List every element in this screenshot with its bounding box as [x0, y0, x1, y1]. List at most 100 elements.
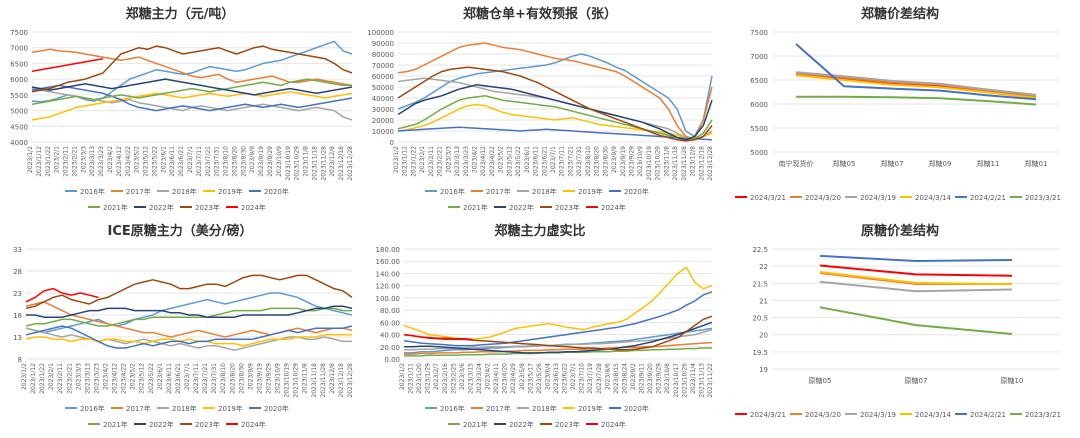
y-tick-label: 7500	[10, 29, 28, 37]
legend-label: 2016年	[80, 187, 105, 196]
legend-label: 2024/3/21	[750, 194, 786, 202]
x-tick-label: 2023/6/22	[562, 363, 569, 394]
y-tick-label: 7000	[10, 45, 28, 53]
y-tick-label: 60.00	[380, 319, 400, 327]
x-tick-label: 2023/1/12	[36, 146, 43, 177]
legend-label: 2021年	[463, 203, 488, 212]
x-tick-label: 2023/5/8	[519, 363, 526, 390]
series-line-2021年	[31, 78, 352, 106]
legend-label: 2016年	[80, 404, 105, 413]
y-tick-label: 20.00	[380, 344, 400, 352]
series-line-2024/3/14	[795, 74, 1037, 99]
legend-label: 2020年	[624, 404, 649, 413]
legend-label: 2024年	[241, 203, 266, 212]
y-tick-label: 22.5	[752, 246, 768, 254]
series-line-2017年	[404, 341, 713, 355]
x-tick-label: 2023/7/1	[570, 363, 577, 390]
x-tick-label: 2023/7/31	[214, 146, 221, 177]
x-category-label: 郑糖05	[833, 159, 856, 168]
x-tick-label: 2023/5/2	[134, 146, 141, 173]
legend-label: 2024/3/19	[860, 194, 896, 202]
y-tick-label: 0.00	[384, 356, 400, 364]
x-tick-label: 2023/6/1	[160, 146, 167, 173]
x-tick-label: 2023/4/12	[116, 146, 123, 177]
legend-label: 2018年	[532, 187, 557, 196]
y-tick-label: 5000	[10, 108, 28, 116]
chart-raw_spread: 原糖价差结构 19 19.5 20 20.5 21 21.5 22 22.5 原糖05 原糖07 原糖…	[735, 223, 1061, 419]
x-tick-label: 2023/10/19	[285, 146, 292, 181]
x-tick-label: 2023/10/9	[637, 146, 644, 177]
x-tick-label: 2023/1/2	[27, 146, 34, 173]
legend-label: 2021年	[103, 203, 128, 212]
x-tick-label: 2023/10/19	[646, 146, 653, 181]
x-tick-label: 2023/5/17	[527, 363, 534, 394]
y-tick-label: 120.00	[376, 283, 401, 291]
x-tick-label: 2023/10/26	[681, 363, 688, 398]
legend-label: 2017年	[486, 404, 511, 413]
y-tick-label: 4000	[10, 139, 28, 147]
x-tick-label: 2023/6/21	[178, 146, 185, 177]
legend-label: 2017年	[486, 187, 511, 196]
legend-label: 2023年	[555, 420, 580, 429]
y-tick-label: 21	[759, 297, 768, 305]
x-tick-label: 2023/4/12	[480, 146, 487, 177]
x-tick-label: 2023/4/22	[489, 146, 496, 177]
x-tick-label: 2023/8/10	[585, 146, 592, 177]
legend-label: 2020年	[264, 404, 289, 413]
x-tick-label: 2023/12/28	[347, 146, 354, 181]
x-tick-label: 2023/11/18	[311, 146, 318, 181]
y-tick-label: 8	[18, 356, 22, 364]
legend-label: 2024/2/21	[970, 411, 1006, 419]
x-tick-label: 2023/9/29	[267, 146, 274, 177]
legend-label: 2022年	[509, 203, 534, 212]
x-tick-label: 2023/6/13	[553, 363, 560, 394]
x-tick-label: 2023/4/20	[502, 363, 509, 394]
x-tick-label: 2023/3/23	[463, 146, 470, 177]
x-tick-label: 2023/10/19	[284, 363, 291, 398]
y-tick-label: 6500	[750, 77, 768, 85]
x-tick-label: 2023/7/1	[184, 363, 191, 390]
x-tick-label: 2023/8/20	[229, 363, 236, 394]
x-tick-label: 2023/2/11	[428, 146, 435, 177]
x-tick-label: 2023/8/30	[602, 146, 609, 177]
chart-zc_ratio: 郑糖主力虚实比 0.00 20.00 40.00 60.00 80.00 100.00 120…	[376, 223, 715, 429]
x-tick-label: 2023/1/12	[30, 363, 37, 394]
x-tick-label: 2023/2/21	[437, 146, 444, 177]
x-tick-label: 2023/8/20	[594, 146, 601, 177]
series-line-2022年	[31, 78, 353, 96]
x-tick-label: 2023/3/23	[93, 363, 100, 394]
x-tick-label: 2023/5/12	[143, 146, 150, 177]
legend-label: 2024/3/14	[915, 194, 951, 202]
x-tick-label: 2023/12/18	[338, 363, 345, 398]
x-tick-label: 2023/7/11	[193, 363, 200, 394]
y-tick-label: 50000	[372, 84, 394, 92]
legend-label: 2022年	[149, 420, 174, 429]
y-tick-label: 90000	[372, 40, 394, 48]
y-tick-label: 6000	[10, 76, 28, 84]
x-tick-label: 2023/11/8	[302, 363, 309, 394]
y-tick-label: 13	[13, 334, 22, 342]
chart-zc_main: 郑糖主力（元/吨） 4000 4500 5000 5500 6000 6500 7000 750…	[10, 6, 354, 212]
x-tick-label: 2023/1/2	[21, 363, 28, 390]
x-category-label: 原糖05	[809, 376, 832, 385]
x-tick-label: 2023/11/8	[303, 146, 310, 177]
legend-label: 2016年	[440, 187, 465, 196]
x-tick-label: 2023/9/19	[620, 146, 627, 177]
x-tick-label: 2023/3/13	[89, 146, 96, 177]
series-line-2019年	[397, 103, 713, 140]
x-tick-label: 2023/9/19	[258, 146, 265, 177]
series-line-2019年	[403, 266, 713, 341]
chart-title: 郑糖主力（元/吨）	[126, 6, 235, 22]
y-tick-label: 5500	[750, 125, 768, 133]
x-tick-label: 2023/7/1	[550, 146, 557, 173]
y-tick-label: 5500	[10, 92, 28, 100]
y-tick-label: 20000	[372, 117, 394, 125]
chart-title: 原糖价差结构	[861, 223, 939, 239]
y-tick-label: 160.00	[376, 258, 401, 266]
x-tick-label: 2023/1/29	[425, 363, 432, 394]
x-tick-label: 2023/6/11	[169, 146, 176, 177]
series-line-2019年	[31, 90, 353, 121]
x-tick-label: 2023/1/11	[408, 363, 415, 394]
y-tick-label: 40.00	[380, 332, 400, 340]
